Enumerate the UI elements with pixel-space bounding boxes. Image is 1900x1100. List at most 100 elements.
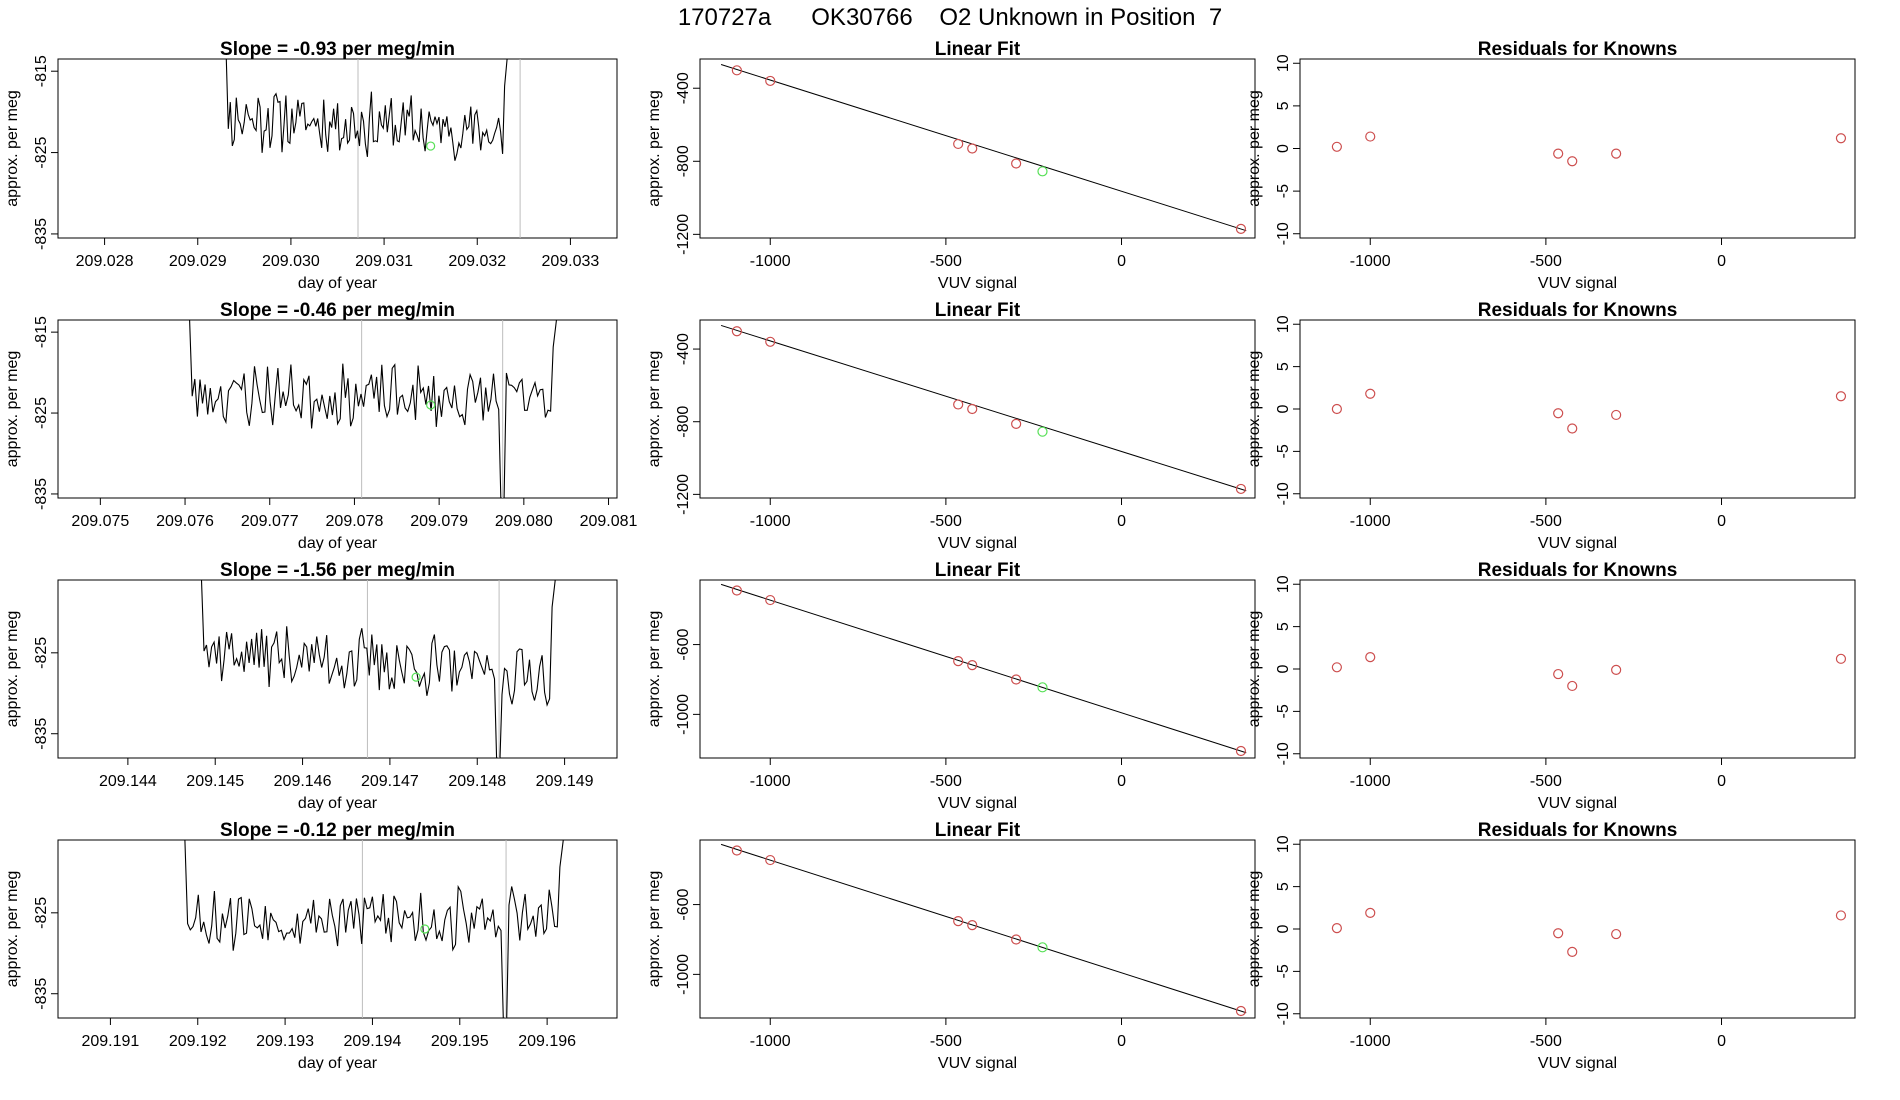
x-tick-label: 0 (1117, 1033, 1126, 1050)
panel-resid-3: Residuals for Knowns -1000 -500 0 10 5 0 -5 -10 V… (1246, 560, 1856, 812)
y-tick-label: 10 (1275, 315, 1292, 333)
known-point (731, 585, 742, 596)
panel-resid-1: Residuals for Knowns -1000 -500 0 10 5 0 -5 -10 V… (1246, 39, 1856, 292)
x-tick-label: 209.029 (169, 253, 227, 270)
panel-title: Linear Fit (935, 39, 1021, 60)
known-point (1365, 131, 1376, 142)
known-point (967, 143, 978, 154)
x-tick-label: -500 (1530, 773, 1562, 790)
known-point (765, 854, 776, 866)
y-tick-label: -825 (33, 397, 50, 429)
y-tick-label: -835 (33, 978, 50, 1010)
x-axis-label: VUV signal (938, 535, 1017, 552)
y-tick-label: -600 (675, 628, 692, 660)
plot-area (1331, 907, 1847, 957)
y-tick-label: -1200 (675, 474, 692, 515)
x-axis-label: VUV signal (938, 1055, 1017, 1072)
x-tick-label: 209.030 (262, 253, 320, 270)
panel-title: Residuals for Knowns (1478, 39, 1678, 60)
plot-frame (1299, 319, 1856, 499)
y-tick-label: -5 (1275, 184, 1292, 198)
y-tick-label: -400 (675, 72, 692, 104)
figure-description: O2 Unknown in Position 7 (939, 4, 1223, 31)
plot-area (1331, 652, 1847, 692)
plot-area (200, 580, 556, 758)
y-tick-label: 5 (1275, 101, 1292, 110)
y-tick-label: -400 (675, 333, 692, 365)
plot-area (720, 324, 1247, 495)
y-axis-label: approx. per meg (1246, 871, 1263, 988)
x-tick-label: -500 (1530, 253, 1562, 270)
panel-fit-3: Linear Fit -1000 -500 0 -600 -1000 VUV signal a… (646, 560, 1256, 812)
known-point (1235, 223, 1247, 234)
unknown-sample-point (420, 924, 430, 934)
x-tick-label: -500 (930, 513, 962, 530)
plot-frame (699, 579, 1256, 759)
known-point (1835, 653, 1847, 664)
unknown-sample-point (411, 672, 421, 682)
plot-area (1331, 131, 1847, 167)
y-tick-label: -1200 (675, 214, 692, 255)
plot-frame (57, 58, 618, 239)
x-axis-label: day of year (298, 535, 378, 552)
y-tick-label: -815 (33, 316, 50, 348)
y-tick-label: -10 (1275, 1002, 1292, 1025)
x-tick-label: 209.146 (274, 773, 332, 790)
y-tick-label: -825 (33, 637, 50, 669)
x-tick-label: 209.196 (518, 1033, 576, 1050)
known-point (765, 75, 776, 87)
x-axis-label: VUV signal (1538, 1055, 1617, 1072)
plot-frame (57, 839, 618, 1019)
y-tick-label: -835 (33, 718, 50, 750)
known-point (1235, 483, 1247, 495)
panel-time-2: Slope = -0.46 per meg/min 209.075 209.076 2… (4, 300, 638, 552)
run-id: 170727a (677, 4, 772, 31)
x-tick-label: 209.145 (186, 773, 244, 790)
y-axis-label: approx. per meg (646, 90, 663, 207)
unknown-point (1037, 166, 1048, 177)
known-point (953, 656, 964, 667)
known-point (967, 920, 978, 931)
known-point (1611, 664, 1622, 675)
unknown-point (1037, 942, 1048, 953)
plot-frame (699, 839, 1256, 1019)
plot-area (1331, 388, 1847, 434)
panel-title: Linear Fit (935, 560, 1021, 581)
plot-frame (1299, 58, 1856, 239)
x-tick-label: 209.148 (448, 773, 506, 790)
panel-fit-4: Linear Fit -1000 -500 0 -600 -1000 VUV signal a… (646, 820, 1256, 1072)
panel-time-3: Slope = -1.56 per meg/min 209.144 209.145 2… (4, 560, 618, 812)
y-axis-label: approx. per meg (4, 611, 21, 728)
y-tick-label: 10 (1275, 835, 1292, 853)
y-tick-label: 10 (1275, 54, 1292, 72)
y-tick-label: -800 (675, 145, 692, 177)
x-tick-label: 209.078 (326, 513, 384, 530)
x-tick-label: 209.081 (580, 513, 638, 530)
known-point (1011, 934, 1022, 945)
y-tick-label: -5 (1275, 704, 1292, 718)
unknown-point (1037, 682, 1048, 693)
time-series-line (189, 320, 558, 498)
x-tick-label: -500 (930, 253, 962, 270)
tank-id: OK30766 (811, 4, 913, 31)
fit-line (720, 64, 1247, 232)
y-tick-label: 0 (1275, 144, 1292, 153)
y-tick-label: -835 (33, 478, 50, 510)
x-tick-label: -500 (930, 1033, 962, 1050)
y-axis-label: approx. per meg (646, 351, 663, 468)
known-point (1331, 662, 1342, 673)
y-tick-label: -1000 (675, 954, 692, 995)
known-point (1835, 391, 1847, 402)
panel-title: Residuals for Knowns (1478, 560, 1678, 581)
y-tick-label: -5 (1275, 964, 1292, 978)
known-point (1835, 910, 1847, 921)
plot-frame (699, 319, 1256, 499)
known-point (953, 399, 964, 410)
y-tick-label: 0 (1275, 664, 1292, 673)
x-tick-label: -1000 (1350, 513, 1391, 530)
x-tick-label: -500 (1530, 513, 1562, 530)
y-axis-label: approx. per meg (4, 351, 21, 468)
x-tick-label: -1000 (750, 513, 791, 530)
x-tick-label: -1000 (1350, 253, 1391, 270)
